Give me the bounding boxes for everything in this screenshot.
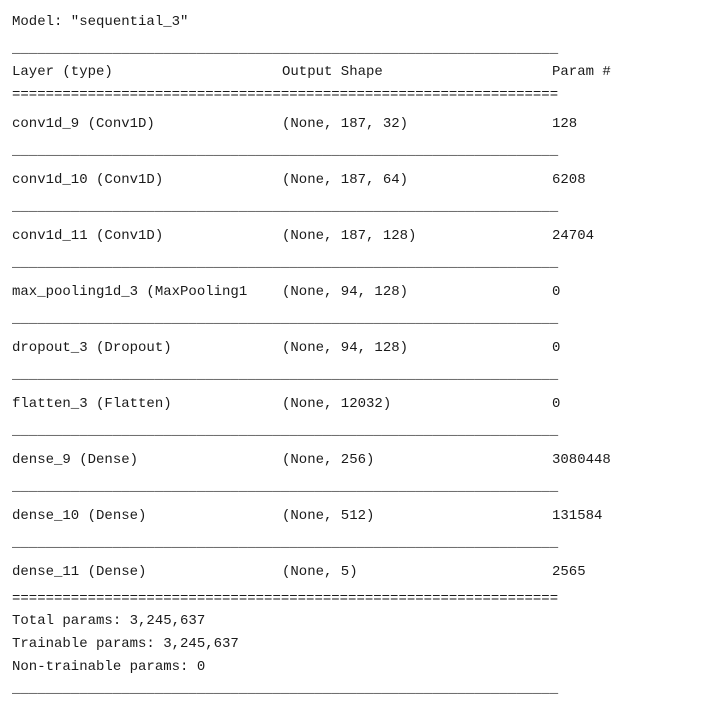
layer-output: (None, 94, 128) bbox=[282, 338, 552, 359]
table-row: conv1d_11 (Conv1D)(None, 187, 128)24704 bbox=[12, 218, 695, 253]
table-row: dropout_3 (Dropout)(None, 94, 128)0 bbox=[12, 330, 695, 365]
top-divider: ________________________________________… bbox=[12, 39, 695, 60]
row-divider: ________________________________________… bbox=[12, 365, 695, 386]
layer-name: dense_11 (Dense) bbox=[12, 562, 282, 583]
bottom-divider: ________________________________________… bbox=[12, 679, 695, 700]
layer-output: (None, 187, 64) bbox=[282, 170, 552, 191]
layer-name: dense_9 (Dense) bbox=[12, 450, 282, 471]
layer-params: 131584 bbox=[552, 506, 695, 527]
layer-name: conv1d_9 (Conv1D) bbox=[12, 114, 282, 135]
layer-output: (None, 256) bbox=[282, 450, 552, 471]
layer-output: (None, 94, 128) bbox=[282, 282, 552, 303]
layer-params: 2565 bbox=[552, 562, 695, 583]
row-divider: ________________________________________… bbox=[12, 533, 695, 554]
layer-name: dense_10 (Dense) bbox=[12, 506, 282, 527]
layer-name: max_pooling1d_3 (MaxPooling1 bbox=[12, 282, 282, 303]
table-row: flatten_3 (Flatten)(None, 12032)0 bbox=[12, 386, 695, 421]
model-name: Model: "sequential_3" bbox=[12, 12, 695, 33]
layer-name: dropout_3 (Dropout) bbox=[12, 338, 282, 359]
row-divider: ________________________________________… bbox=[12, 141, 695, 162]
table-row: dense_10 (Dense)(None, 512)131584 bbox=[12, 498, 695, 533]
header-layer: Layer (type) bbox=[12, 62, 282, 83]
layer-output: (None, 187, 128) bbox=[282, 226, 552, 247]
layer-output: (None, 5) bbox=[282, 562, 552, 583]
layer-name: conv1d_11 (Conv1D) bbox=[12, 226, 282, 247]
footer-divider: ========================================… bbox=[12, 589, 695, 610]
table-row: conv1d_9 (Conv1D)(None, 187, 32)128 bbox=[12, 106, 695, 141]
row-divider: ________________________________________… bbox=[12, 477, 695, 498]
footer-total: Total params: 3,245,637 bbox=[12, 610, 695, 633]
table-row: dense_11 (Dense)(None, 5)2565 bbox=[12, 554, 695, 589]
table-row: conv1d_10 (Conv1D)(None, 187, 64)6208 bbox=[12, 162, 695, 197]
layer-output: (None, 512) bbox=[282, 506, 552, 527]
layer-params: 24704 bbox=[552, 226, 695, 247]
layer-params: 0 bbox=[552, 394, 695, 415]
header-param: Param # bbox=[552, 62, 695, 83]
layer-params: 0 bbox=[552, 338, 695, 359]
table-header: Layer (type) Output Shape Param # bbox=[12, 60, 695, 85]
table-row: max_pooling1d_3 (MaxPooling1(None, 94, 1… bbox=[12, 274, 695, 309]
header-output: Output Shape bbox=[282, 62, 552, 83]
footer-nontrainable: Non-trainable params: 0 bbox=[12, 656, 695, 679]
row-divider: ________________________________________… bbox=[12, 421, 695, 442]
row-divider: ________________________________________… bbox=[12, 309, 695, 330]
layer-params: 3080448 bbox=[552, 450, 695, 471]
layer-output: (None, 187, 32) bbox=[282, 114, 552, 135]
layer-output: (None, 12032) bbox=[282, 394, 552, 415]
layers-container: conv1d_9 (Conv1D)(None, 187, 32)128_____… bbox=[12, 106, 695, 589]
layer-name: flatten_3 (Flatten) bbox=[12, 394, 282, 415]
layer-name: conv1d_10 (Conv1D) bbox=[12, 170, 282, 191]
header-divider: ========================================… bbox=[12, 85, 695, 106]
row-divider: ________________________________________… bbox=[12, 197, 695, 218]
layer-params: 6208 bbox=[552, 170, 695, 191]
row-divider: ________________________________________… bbox=[12, 253, 695, 274]
table-row: dense_9 (Dense)(None, 256)3080448 bbox=[12, 442, 695, 477]
footer-trainable: Trainable params: 3,245,637 bbox=[12, 633, 695, 656]
layer-params: 128 bbox=[552, 114, 695, 135]
layer-params: 0 bbox=[552, 282, 695, 303]
